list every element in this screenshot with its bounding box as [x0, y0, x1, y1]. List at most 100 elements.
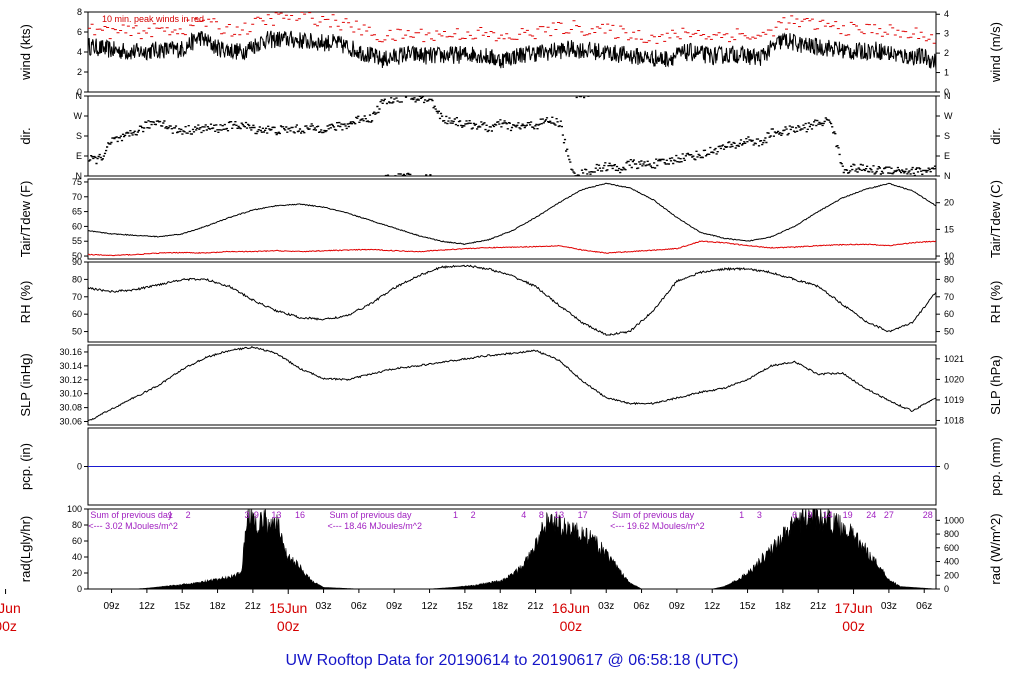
x-day-z-label: 00z [0, 618, 17, 634]
rad-sum-line1: Sum of previous day [90, 510, 173, 520]
wind-annotation: 10 min. peak winds in red [102, 14, 204, 24]
panel-temp: Tair/Tdew (F) Tair/Tdew (C) 50 55 60 65 70 75 10… [18, 177, 1003, 261]
y-tick-label: 4 [77, 47, 82, 57]
y-tick-label-right: 20 [944, 198, 954, 208]
y-tick-label: 40 [72, 552, 82, 562]
y-tick-label: N [76, 91, 83, 101]
y-tick-label-right: 1021 [944, 354, 964, 364]
rad-sum-line2: <--- 19.62 MJoules/m^2 [610, 521, 705, 531]
panel-pcp: pcp. (in) pcp. (mm) 0 0 [18, 427, 1003, 506]
x-tick-label: 06z [916, 601, 932, 612]
x-tick-label: 06z [351, 601, 367, 612]
rad-hour-label: 19 [843, 510, 853, 520]
y-tick-label: 30.06 [59, 417, 82, 427]
series-SLP [88, 346, 936, 422]
series-rad [88, 509, 936, 589]
y-tick-label: 60 [72, 309, 82, 319]
y-tick-label-right: 800 [944, 529, 959, 539]
x-tick-label: 09z [386, 601, 402, 612]
x-tick-label: 15z [174, 601, 190, 612]
y-tick-label-right: 80 [944, 274, 954, 284]
x-tick-label: 15z [457, 601, 473, 612]
y-tick-label: 30.12 [59, 375, 82, 385]
x-tick-label: 21z [810, 601, 826, 612]
x-day-label: 16Jun [552, 600, 590, 616]
rad-hour-label: 13 [554, 510, 564, 520]
x-tick-label: 03z [315, 601, 331, 612]
y-tick-label-right: 3 [944, 29, 949, 39]
rad-sum-line1: Sum of previous day [329, 510, 412, 520]
x-day-label: 17Jun [834, 600, 872, 616]
y-tick-label-right: N [944, 91, 951, 101]
x-tick-label: 12z [139, 601, 155, 612]
rad-hour-label: 1 [168, 510, 173, 520]
series-Tdew [88, 240, 936, 257]
y-tick-label-right: 2 [944, 48, 949, 58]
y-axis-label: wind (kts) [18, 24, 33, 81]
rad-hour-label: 16 [295, 510, 305, 520]
y-tick-label-right: E [944, 151, 950, 161]
y-axis-label: SLP (inHg) [18, 353, 33, 416]
y-tick-label-right: 1020 [944, 374, 964, 384]
rad-hour-label: 28 [923, 510, 933, 520]
y-tick-label-right: 400 [944, 557, 959, 567]
y-tick-label: W [74, 111, 83, 121]
panel-rad: rad(Lgly/hr) rad (W/m^2)02040608010002004… [18, 504, 1003, 594]
y-tick-label-right: 0 [944, 584, 949, 594]
y-tick-label: 30.14 [59, 361, 82, 371]
rad-hour-label: 3 [244, 510, 249, 520]
plot-area [88, 96, 936, 176]
y-tick-label: 70 [72, 192, 82, 202]
y-tick-label: 70 [72, 292, 82, 302]
x-tick-label: 18z [209, 601, 225, 612]
rad-hour-label: 9 [254, 510, 259, 520]
rad-hour-label: 13 [271, 510, 281, 520]
y-tick-label: N [76, 171, 83, 181]
x-tick-label: 09z [669, 601, 685, 612]
x-tick-label: 21z [245, 601, 261, 612]
x-day-z-label: 00z [842, 618, 865, 634]
x-tick-label: 03z [598, 601, 614, 612]
y-tick-label: 30.10 [59, 389, 82, 399]
y-tick-label: 0 [77, 462, 82, 472]
y-tick-label: 0 [77, 584, 82, 594]
panel-dir: dir. dir.N NE ES SW WN N [18, 91, 1003, 181]
x-tick-label: 03z [881, 601, 897, 612]
y-tick-label: 2 [77, 67, 82, 77]
x-tick-label: 12z [704, 601, 720, 612]
y-tick-label: 80 [72, 520, 82, 530]
rad-hour-label: 2 [186, 510, 191, 520]
panel-frame [87, 261, 937, 343]
y-tick-label: 75 [72, 177, 82, 187]
direction-points [88, 96, 936, 176]
y-axis-label-right: pcp. (mm) [988, 437, 1003, 496]
x-tick-label: 06z [633, 601, 649, 612]
panel-frame [87, 11, 937, 93]
rad-hour-label: 24 [866, 510, 876, 520]
panel-frame [87, 95, 937, 177]
rad-hour-label: 3 [757, 510, 762, 520]
y-tick-label-right: 1018 [944, 415, 964, 425]
y-tick-label: 30.08 [59, 403, 82, 413]
y-axis-label-right: wind (m/s) [988, 22, 1003, 83]
y-tick-label-right: 1 [944, 68, 949, 78]
y-tick-label-right: 0 [944, 462, 949, 472]
x-tick-label: 18z [492, 601, 508, 612]
plot-area [88, 182, 936, 257]
y-tick-label: 50 [72, 251, 82, 261]
panel-rh: RH (%) RH (%) 50 60 70 80 90 50 60 70 80 90 [18, 257, 1003, 343]
y-tick-label-right: 50 [944, 327, 954, 337]
y-tick-label: S [76, 131, 82, 141]
y-axis-label: rad(Lgly/hr) [18, 516, 33, 582]
y-axis-label: RH (%) [18, 281, 33, 324]
series-RH [88, 264, 936, 336]
y-tick-label: 0 [77, 87, 82, 97]
series-wind [88, 30, 936, 71]
rad-hour-label: 27 [884, 510, 894, 520]
y-axis-label: pcp. (in) [18, 443, 33, 490]
y-tick-label-right: 60 [944, 309, 954, 319]
plot-area [88, 509, 936, 589]
x-day-label: 15Jun [269, 600, 307, 616]
y-axis-label-right: RH (%) [988, 281, 1003, 324]
series-Tair [88, 182, 936, 246]
